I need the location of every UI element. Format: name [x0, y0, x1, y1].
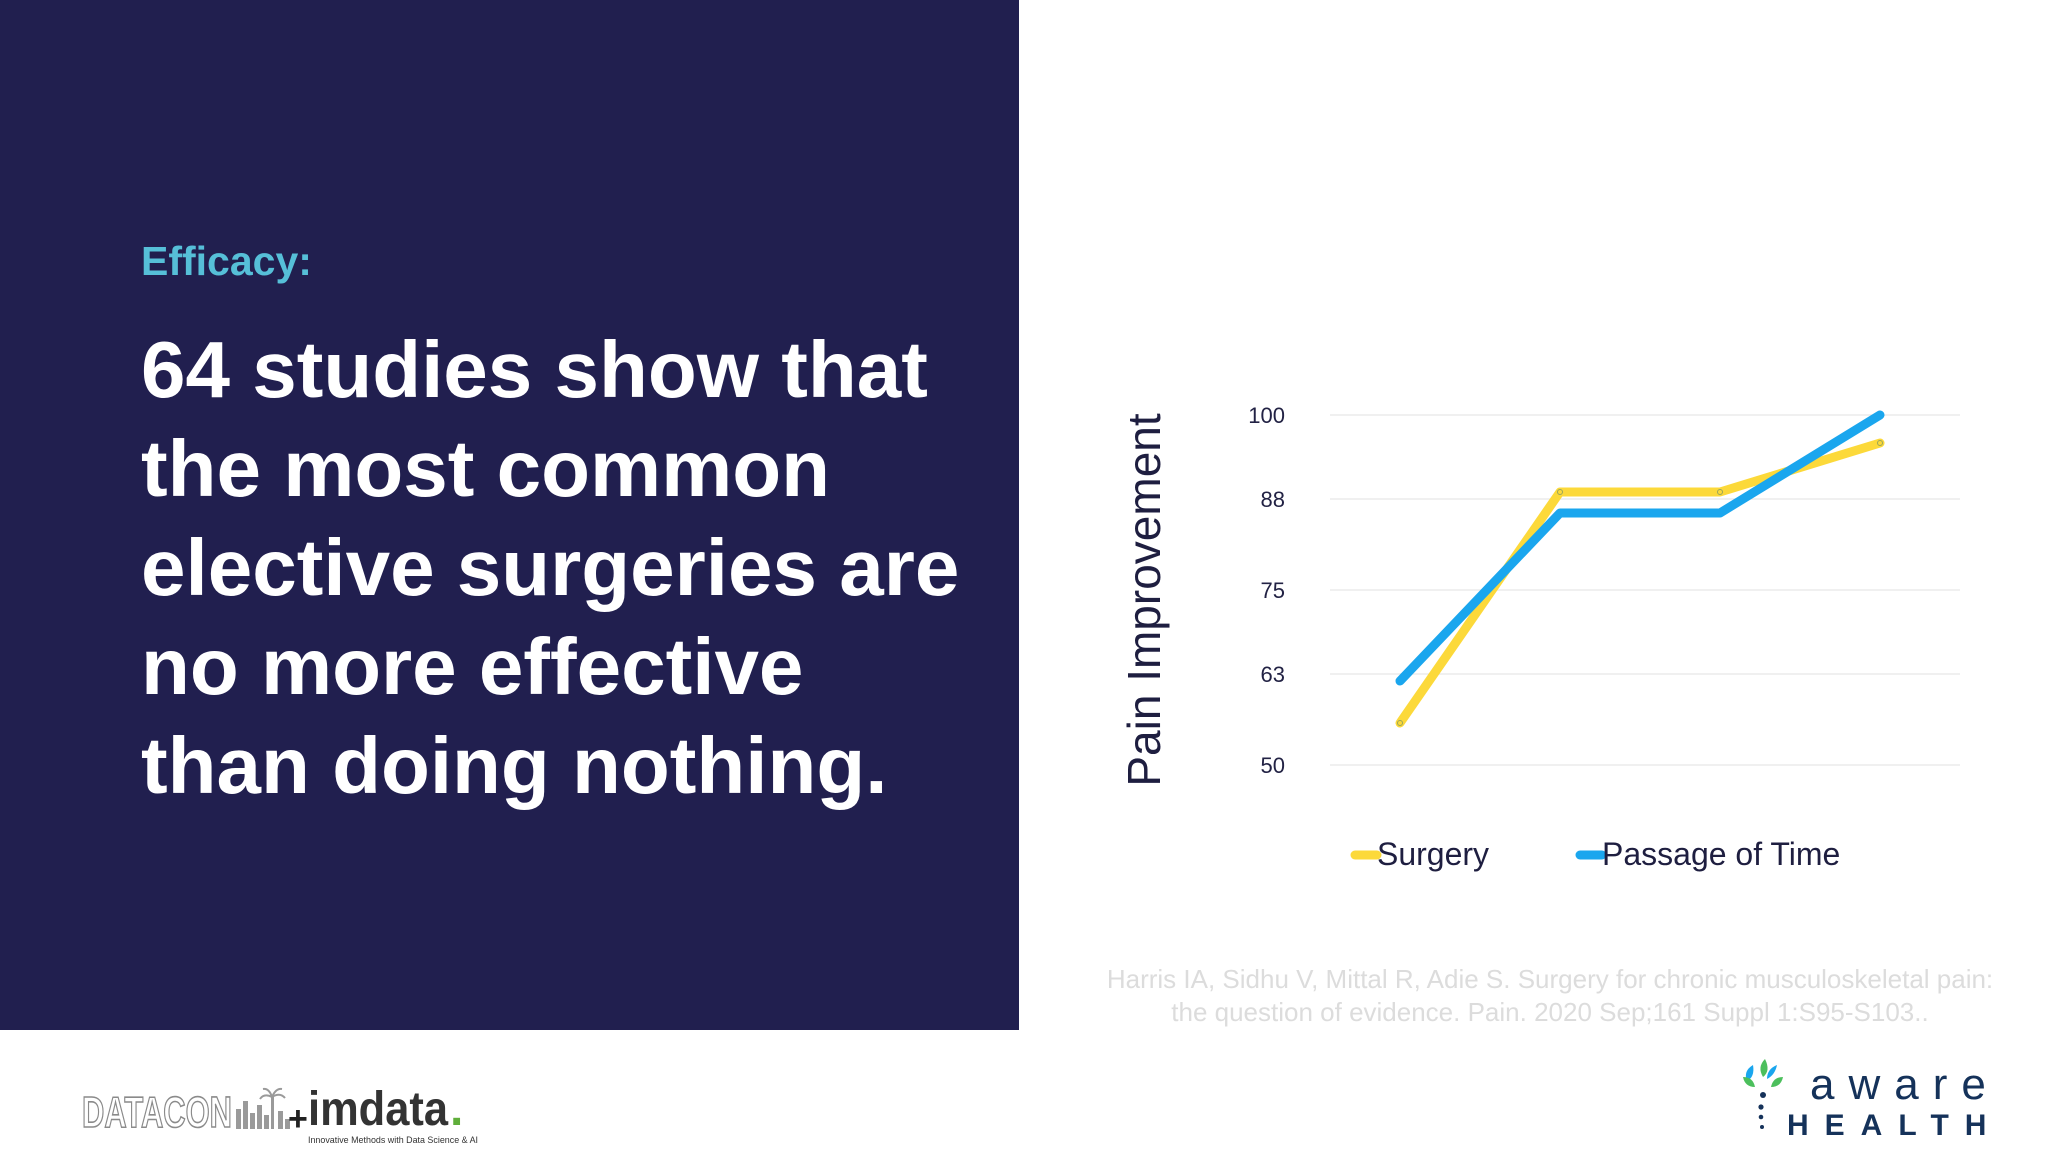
data-point: [1557, 489, 1563, 495]
headline-text: 64 studies show that the most common ele…: [141, 325, 960, 810]
line-chart: 100 88 75 63 50 Pain Improvement Surgery Passag…: [1080, 370, 1980, 910]
y-tick-label: 50: [1261, 753, 1285, 778]
citation-text: Harris IA, Sidhu V, Mittal R, Adie S. Su…: [1106, 964, 1994, 1027]
skyline-icon: [236, 1087, 290, 1129]
imdata-dot: .: [450, 1083, 463, 1136]
y-tick-label: 88: [1261, 487, 1285, 512]
data-point: [1877, 412, 1883, 418]
eyebrow-label: Efficacy:: [141, 238, 312, 284]
y-tick-label: 100: [1248, 403, 1285, 428]
aware-wordmark: aware: [1810, 1060, 2000, 1109]
data-point: [1717, 510, 1723, 516]
legend-label: Surgery: [1377, 836, 1489, 872]
data-point: [1557, 510, 1563, 516]
plus-sign: +: [288, 1100, 308, 1138]
data-point: [1397, 678, 1403, 684]
data-point: [1877, 440, 1883, 446]
y-axis-label: Pain Improvement: [1118, 413, 1170, 786]
aware-health-logo: aware HEALTH: [1725, 1055, 2005, 1145]
headline-panel: Efficacy: 64 studies show that the most …: [0, 0, 1019, 1030]
series-line-passage-of-time: [1395, 410, 1885, 686]
series-line-surgery: [1395, 438, 1885, 728]
datacon-wordmark: DATACON: [82, 1088, 232, 1137]
imdata-wordmark: imdata: [308, 1083, 448, 1136]
datacon-imdata-logo: DATACON + imdata . Innovative Methods wi…: [81, 1075, 502, 1150]
legend-label: Passage of Time: [1602, 836, 1840, 872]
y-tick-label: 63: [1261, 662, 1285, 687]
leaf-icon: [1743, 1059, 1783, 1129]
imdata-tagline: Innovative Methods with Data Science & A…: [308, 1135, 478, 1146]
chart-svg: 100 88 75 63 50 Pain Improvement Surgery Passag…: [1118, 403, 1960, 872]
y-tick-label: 75: [1261, 578, 1285, 603]
data-point: [1717, 489, 1723, 495]
data-point: [1397, 720, 1403, 726]
health-wordmark: HEALTH: [1787, 1109, 2003, 1142]
